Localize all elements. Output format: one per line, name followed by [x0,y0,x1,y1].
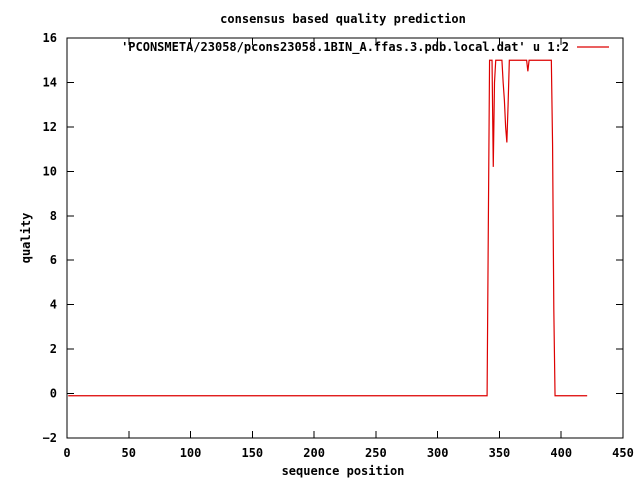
y-tick-label: 10 [43,164,57,178]
chart-title: consensus based quality prediction [220,12,466,26]
x-tick-label: 0 [63,446,70,460]
y-tick-label: −2 [43,431,57,445]
y-tick-label: 14 [43,75,57,89]
y-tick-label: 0 [50,387,57,401]
y-tick-label: 4 [50,298,57,312]
x-tick-label: 250 [365,446,387,460]
y-axis-label: quality [19,213,33,264]
y-tick-label: 2 [50,342,57,356]
x-tick-label: 350 [489,446,511,460]
plot-frame [66,37,624,439]
x-tick-label: 200 [303,446,325,460]
x-tick-label: 100 [180,446,202,460]
x-tick-label: 450 [612,446,634,460]
series-line [68,59,588,397]
y-tick-label: 6 [50,253,57,267]
y-tick-label: 12 [43,120,57,134]
x-tick-label: 50 [122,446,136,460]
y-axis: −2 0 2 4 6 8 10 12 14 16 [43,31,623,445]
y-tick-label: 16 [43,31,57,45]
x-tick-label: 300 [427,446,449,460]
x-axis-label: sequence position [282,464,405,478]
x-tick-label: 400 [550,446,572,460]
series-group [68,59,588,397]
legend-label: 'PCONSMETA/23058/pcons23058.1BIN_A.ffas.… [121,40,569,55]
plot-border [66,37,624,439]
x-axis: 0 50 100 150 200 250 300 350 400 450 [63,38,634,460]
legend: 'PCONSMETA/23058/pcons23058.1BIN_A.ffas.… [121,40,609,55]
y-tick-label: 8 [50,209,57,223]
x-tick-label: 150 [241,446,263,460]
